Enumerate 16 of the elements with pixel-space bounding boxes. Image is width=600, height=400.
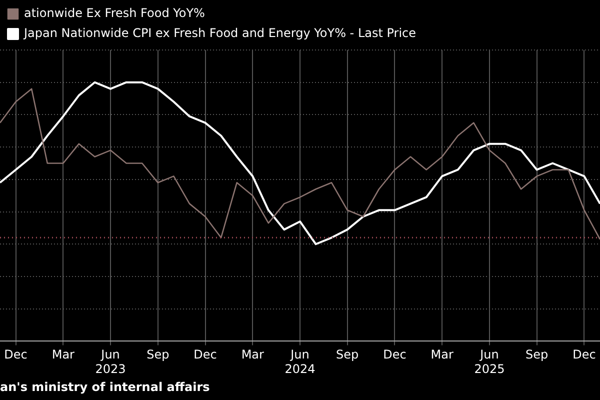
x-tick-label: Sep: [146, 348, 170, 362]
x-tick-label: Mar: [241, 348, 264, 362]
x-tick-label: Sep: [336, 348, 359, 362]
x-tick-label: Mar: [430, 348, 454, 362]
x-tick-label: Jun 2024: [284, 348, 316, 376]
x-tick-label: Jun 2023: [95, 348, 126, 376]
x-tick-label: Dec: [572, 348, 596, 362]
legend-label: Japan Nationwide CPI ex Fresh Food and Energy YoY% - Last Price: [23, 26, 416, 40]
x-tick-label: Sep: [526, 348, 548, 362]
x-tick-label: Dec: [194, 348, 217, 362]
text: an's ministry of internal affairs: [0, 380, 210, 394]
legend-label: ationwide Ex Fresh Food YoY%: [24, 6, 205, 20]
x-tick-label: Dec: [4, 348, 28, 362]
x-tick-label: Jun 2025: [474, 348, 505, 376]
x-tick-label: Dec: [383, 348, 406, 362]
x-tick-label: Mar: [52, 348, 75, 362]
